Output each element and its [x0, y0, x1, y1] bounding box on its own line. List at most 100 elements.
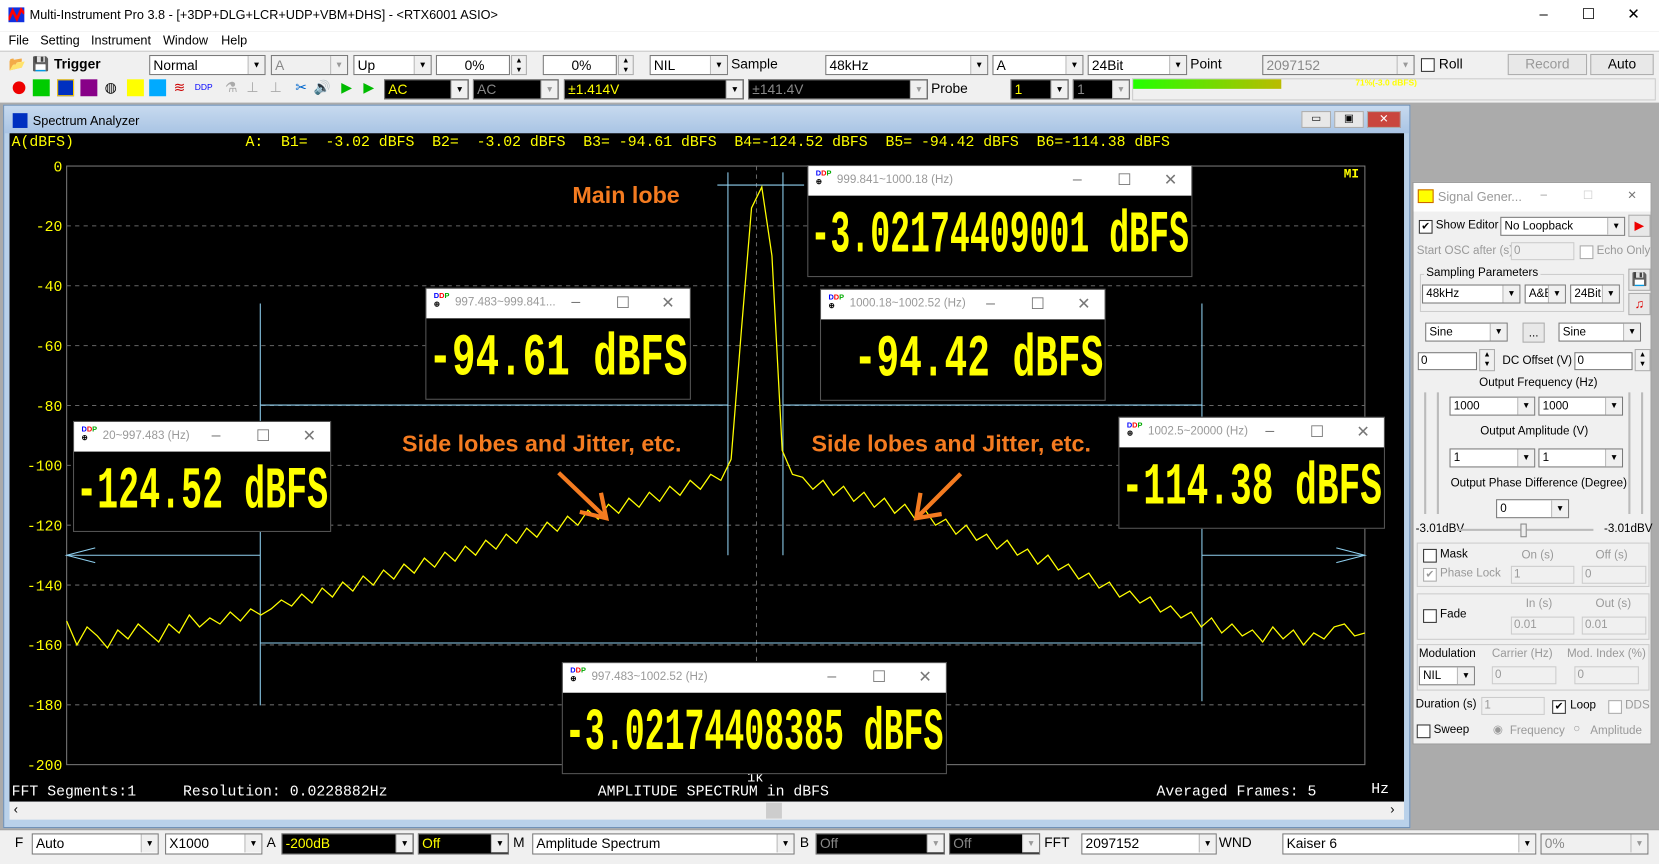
mode-select[interactable]: Amplitude Spectrum ▼	[532, 833, 795, 855]
scroll-thumb[interactable]	[766, 802, 782, 819]
popup-titlebar[interactable]: DDP ⊕ 999.841~1000.18 (Hz) – ☐ ✕	[808, 166, 1192, 196]
dc-offset-a-stepper[interactable]: ▲ ▼	[1479, 349, 1496, 372]
modulation-select[interactable]: NIL ▼	[1418, 666, 1475, 686]
measurement-popup[interactable]: DDP ⊕ 999.841~1000.18 (Hz) – ☐ ✕ -3.021744090…	[807, 164, 1193, 278]
signal-generator-icon[interactable]	[126, 79, 144, 97]
spectrum-restore-button[interactable]: ▣	[1334, 111, 1364, 128]
b-range-select[interactable]: Off ▼	[815, 833, 945, 855]
dc-offset-b-input[interactable]: 0	[1574, 352, 1633, 371]
overlap-select[interactable]: 0% ▼	[1540, 833, 1649, 855]
siggen-titlebar[interactable]: Signal Gener... – ☐ ✕	[1413, 182, 1651, 212]
loop-checkbox[interactable]: ✔	[1552, 700, 1566, 714]
sample-rate-select[interactable]: 48kHz ▼	[825, 54, 989, 76]
level-slider-b2[interactable]	[1641, 392, 1644, 514]
popup-close-icon[interactable]: ✕	[1163, 171, 1178, 190]
pretrigger-input[interactable]: 0%	[542, 54, 617, 76]
coupling-b-select[interactable]: AC ▼	[472, 79, 559, 100]
pretrigger-stepper[interactable]: ▲ ▼	[617, 54, 634, 76]
popup-minimize-icon[interactable]: –	[211, 426, 221, 445]
siggen-music-button[interactable]: ♫	[1628, 292, 1651, 316]
siggen-close-icon[interactable]: ✕	[1627, 189, 1638, 203]
popup-titlebar[interactable]: DDP ⊕ 1000.18~1002.52 (Hz) – ☐ ✕	[821, 289, 1105, 320]
menu-file[interactable]: File	[8, 32, 29, 48]
multimeter-icon[interactable]	[80, 79, 98, 97]
echo-only-checkbox[interactable]	[1579, 245, 1594, 260]
popup-maximize-icon[interactable]: ☐	[615, 294, 631, 312]
popup-close-icon[interactable]: ✕	[918, 668, 932, 687]
popup-titlebar[interactable]: DDP ⊕ 997.483~999.841... – ☐ ✕	[426, 288, 690, 319]
popup-close-icon[interactable]: ✕	[661, 294, 675, 312]
horizontal-scrollbar[interactable]: ‹ ›	[9, 801, 1405, 820]
siggen-minimize-icon[interactable]: –	[1540, 188, 1547, 201]
trigger-mode-select[interactable]: Normal ▼	[149, 54, 266, 76]
menu-help[interactable]: Help	[221, 32, 248, 48]
roll-checkbox[interactable]	[1420, 58, 1435, 72]
spectrum-close-button[interactable]: ✕	[1366, 111, 1401, 128]
amplitude-radio[interactable]: ○	[1573, 722, 1581, 736]
popup-minimize-icon[interactable]: –	[986, 294, 995, 312]
record-button[interactable]: Record	[1507, 53, 1588, 76]
frequency-scale-select[interactable]: Auto ▼	[31, 833, 159, 855]
frequency-a-select[interactable]: 1000 ▼	[1449, 396, 1536, 416]
menu-window[interactable]: Window	[162, 32, 209, 48]
minimize-button[interactable]: –	[1539, 5, 1548, 23]
trigger-level-input[interactable]: 0%	[435, 54, 510, 76]
waveform-more-button[interactable]: ...	[1522, 322, 1545, 343]
start-osc-input[interactable]: 0	[1510, 242, 1575, 261]
play-once-icon[interactable]: ▶	[363, 79, 375, 96]
popup-titlebar[interactable]: DDP ⊕ 997.483~1002.52 (Hz) – ☐ ✕	[562, 663, 946, 693]
fade-in-input[interactable]: 0.01	[1510, 616, 1575, 635]
popup-minimize-icon[interactable]: –	[1072, 170, 1082, 189]
popup-maximize-icon[interactable]: ☐	[1309, 423, 1325, 442]
trigger-channel-select[interactable]: A ▼	[270, 54, 349, 76]
frequency-radio[interactable]: ◉	[1492, 723, 1504, 737]
measurement-popup[interactable]: DDP ⊕ 997.483~1002.52 (Hz) – ☐ ✕ -3.021744083…	[561, 662, 947, 775]
waveform-b-select[interactable]: Sine ▼	[1558, 322, 1642, 342]
zoom-select[interactable]: X1000 ▼	[165, 833, 263, 855]
measurement-popup[interactable]: DDP ⊕ 1002.5~20000 (Hz) – ☐ ✕ -114.38 dBFS	[1118, 416, 1385, 529]
siggen-sample-rate-select[interactable]: 48kHz ▼	[1422, 284, 1521, 304]
calibrate-icon[interactable]: ✂	[295, 79, 307, 96]
waveform-a-select[interactable]: Sine ▼	[1425, 322, 1508, 342]
level-slider-b1[interactable]	[1628, 392, 1631, 514]
sweep-icon[interactable]: ≋	[173, 79, 186, 96]
speaker-icon[interactable]: 🔊	[313, 79, 331, 96]
popup-minimize-icon[interactable]: –	[827, 667, 837, 686]
probe-b-select[interactable]: 1 ▼	[1072, 79, 1130, 100]
maximize-button[interactable]: ☐	[1581, 5, 1596, 23]
popup-maximize-icon[interactable]: ☐	[871, 668, 887, 687]
channel-select[interactable]: A ▼	[992, 54, 1084, 76]
popup-close-icon[interactable]: ✕	[1356, 423, 1370, 442]
nil-select[interactable]: NIL ▼	[649, 54, 728, 76]
amplitude-a-select[interactable]: 1 ▼	[1449, 448, 1536, 468]
auto-button[interactable]: Auto	[1590, 53, 1654, 76]
dc-offset-b-stepper[interactable]: ▲ ▼	[1634, 349, 1651, 372]
frequency-b-select[interactable]: 1000 ▼	[1538, 396, 1624, 416]
popup-minimize-icon[interactable]: –	[1265, 421, 1275, 440]
a-off-select[interactable]: Off ▼	[417, 833, 509, 855]
dds-checkbox[interactable]	[1608, 700, 1622, 714]
popup-titlebar[interactable]: DDP ⊕ 20~997.483 (Hz) – ☐ ✕	[74, 421, 331, 452]
balance-slider-thumb[interactable]	[1520, 523, 1527, 538]
oscilloscope-icon[interactable]	[32, 79, 50, 97]
fade-out-input[interactable]: 0.01	[1581, 616, 1647, 635]
ddp-icon[interactable]: DDP	[194, 82, 213, 93]
measurement-popup[interactable]: DDP ⊕ 997.483~999.841... – ☐ ✕ -94.61 dBFS	[425, 287, 691, 400]
popup-titlebar[interactable]: DDP ⊕ 1002.5~20000 (Hz) – ☐ ✕	[1119, 417, 1384, 448]
measurement-popup[interactable]: DDP ⊕ 20~997.483 (Hz) – ☐ ✕ -124.52 dBFS	[73, 420, 332, 532]
popup-close-icon[interactable]: ✕	[302, 427, 316, 446]
loopback-select[interactable]: No Loopback ▼	[1500, 216, 1626, 236]
bits-select[interactable]: 24Bit ▼	[1087, 54, 1188, 76]
siggen-bits-select[interactable]: 24Bit ▼	[1570, 284, 1620, 304]
a-range-select[interactable]: -200dB ▼	[281, 833, 414, 855]
fft-size-select[interactable]: 2097152 ▼	[1081, 833, 1217, 855]
popup-maximize-icon[interactable]: ☐	[1117, 171, 1132, 190]
siggen-channels-select[interactable]: A&B ▼	[1524, 284, 1566, 304]
carrier-input[interactable]: 0	[1491, 666, 1557, 685]
siggen-save-button[interactable]: 💾	[1628, 268, 1651, 291]
play-icon[interactable]: ▶	[341, 79, 352, 96]
dut-icon[interactable]	[149, 79, 167, 97]
sweep-checkbox[interactable]	[1416, 724, 1431, 739]
popup-close-icon[interactable]: ✕	[1077, 295, 1091, 314]
menu-instrument[interactable]: Instrument	[90, 32, 151, 48]
